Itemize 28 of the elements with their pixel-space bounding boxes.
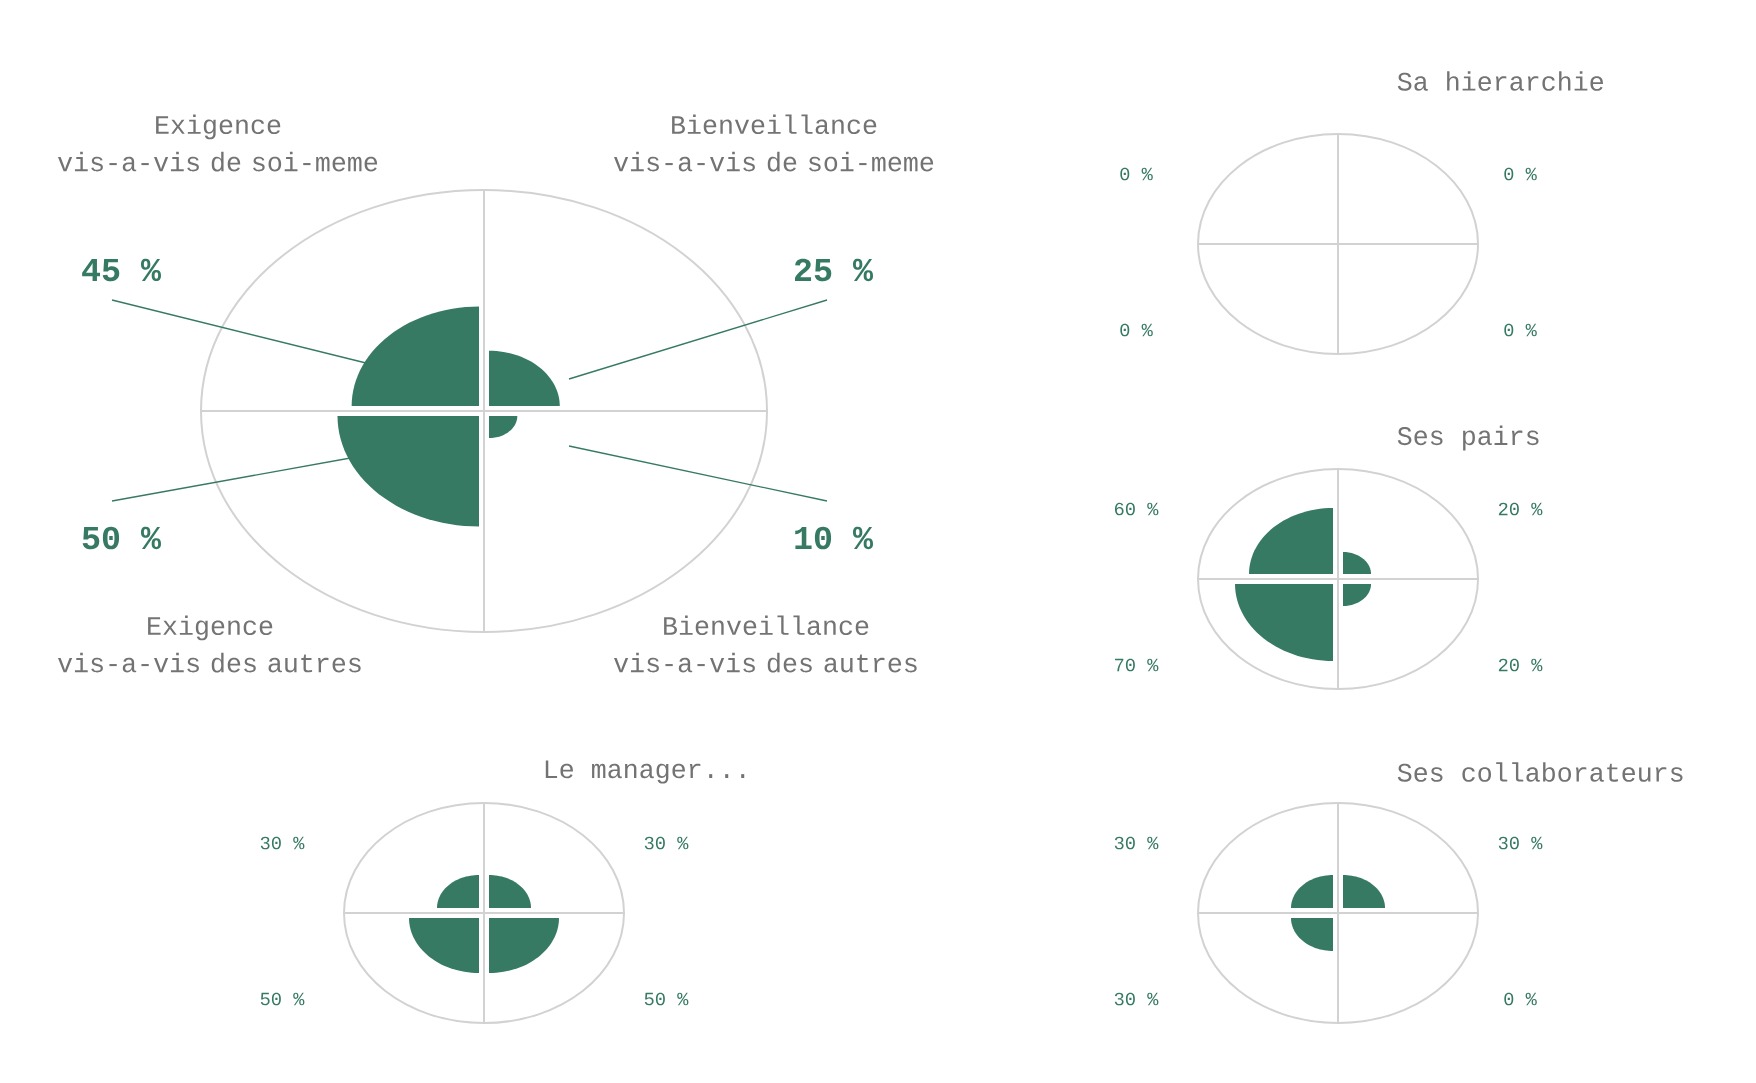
data-label: 70 % [1115,658,1159,672]
data-label: 30 % [260,836,305,850]
data-label: 50 % [82,526,162,550]
data-label: 50 % [644,992,689,1006]
data-label: 60 % [1114,502,1159,516]
data-label: 45 % [82,258,162,282]
data-label: 20 % [1498,502,1543,516]
category-label: Exigence vis-a-vis des autres [57,615,361,673]
category-label: Bienveillance vis-a-vis des autres [614,615,917,673]
data-label: 0 % [1504,323,1537,337]
data-label: 0 % [1504,992,1537,1006]
data-label: 10 % [795,526,874,550]
category-label: Exigence vis-a-vis de soi-meme [57,114,378,172]
category-label: Bienveillance vis-a-vis de soi-meme [613,114,934,172]
data-label: 0 % [1120,323,1153,337]
text: Ses pairs [1397,425,1539,451]
text: Ses collaborateurs [1397,762,1683,782]
data-label: 50 % [260,992,305,1006]
data-label: 30 % [1114,836,1159,850]
data-label: 25 % [795,258,874,282]
data-label: 0 % [1504,167,1537,181]
data-label: 0 % [1120,167,1153,181]
text: Sa hierarchie [1397,71,1603,91]
data-label: 20 % [1498,658,1543,672]
data-label: 30 % [1498,836,1543,850]
text: Le manager... [545,760,745,784]
data-label: 30 % [644,836,689,850]
data-label: 30 % [1114,992,1159,1006]
